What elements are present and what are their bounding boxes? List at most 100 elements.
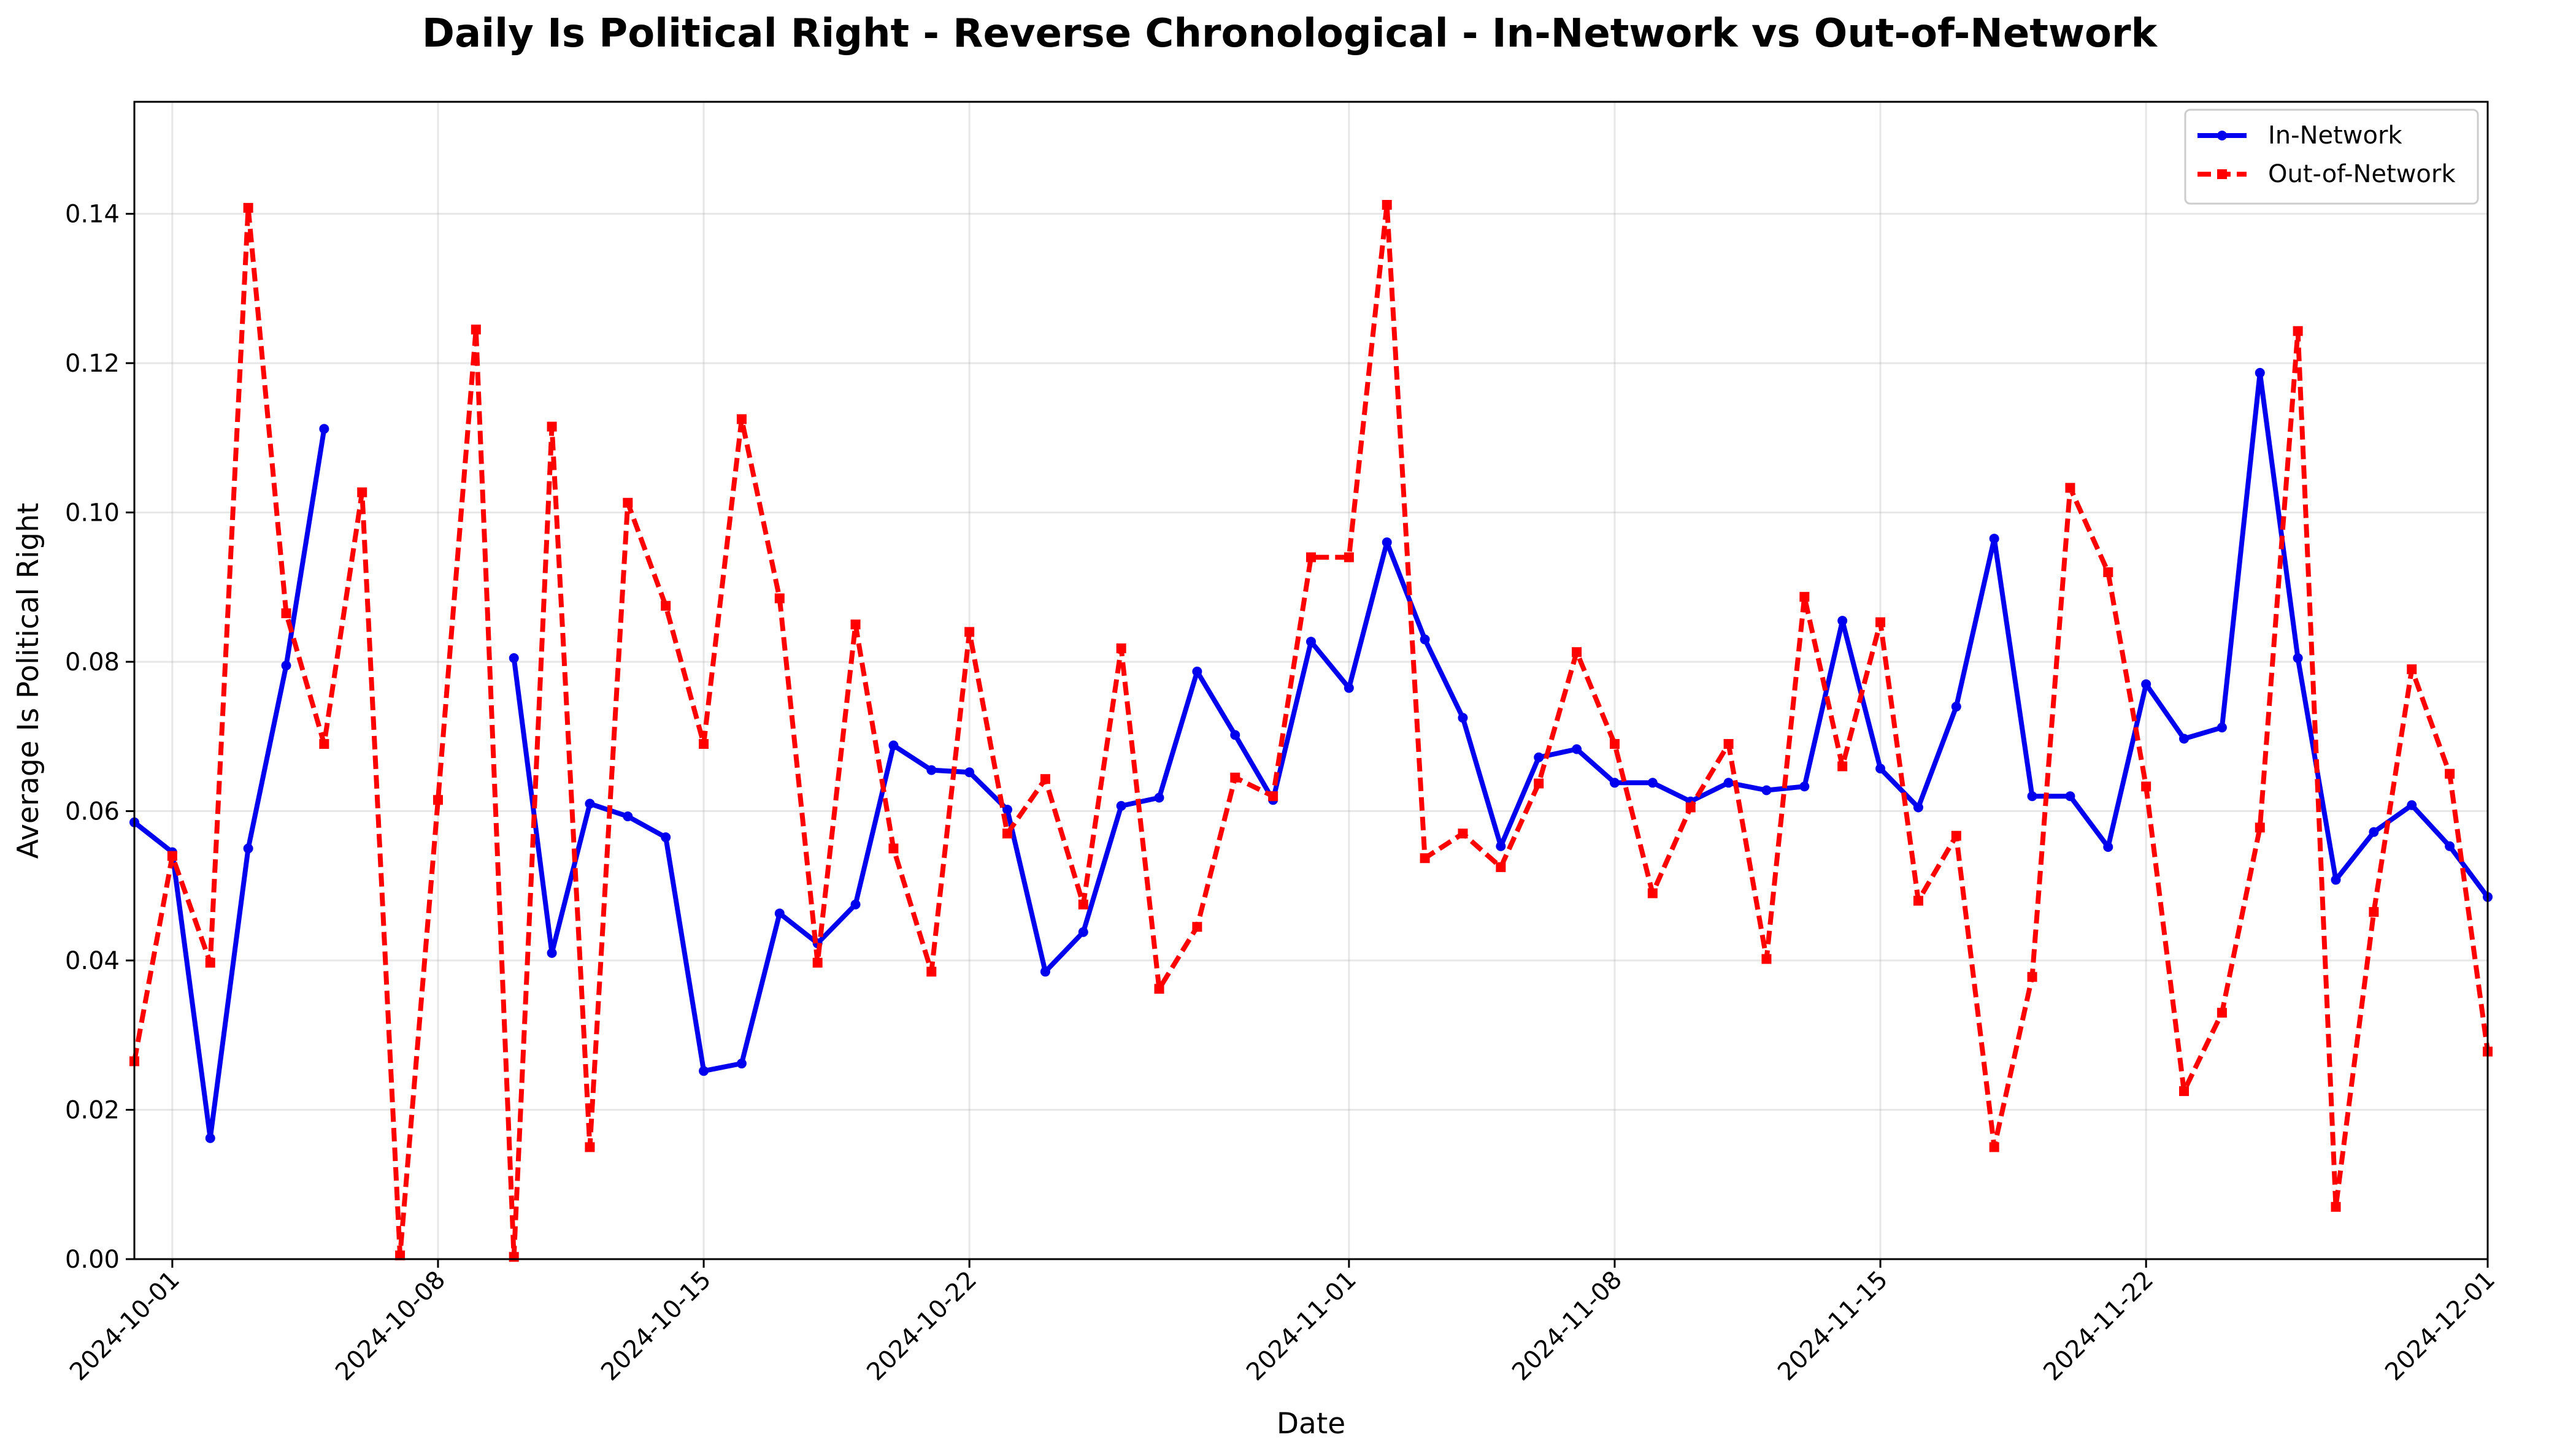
in-network-point <box>1875 764 1886 774</box>
in-network-point <box>736 1059 747 1069</box>
out-of-network-point <box>2179 1086 2190 1097</box>
in-network-point <box>623 811 633 822</box>
out-of-network-point <box>1382 200 1392 210</box>
out-of-network-point <box>1913 895 1923 906</box>
legend-label-in-network: In-Network <box>2268 121 2402 150</box>
in-network-point <box>1420 634 1430 645</box>
out-of-network-point <box>661 600 671 611</box>
y-tick-label: 0.08 <box>65 648 120 676</box>
in-network-point <box>1230 730 1240 740</box>
out-of-network-point <box>1002 829 1013 839</box>
out-of-network-point <box>1458 829 1468 839</box>
in-network-point <box>1761 785 1772 795</box>
in-network-point <box>1040 967 1050 977</box>
y-axis-label: Average Is Political Right <box>12 503 45 859</box>
in-network-point <box>2103 841 2113 852</box>
out-of-network-point <box>1685 802 1696 813</box>
in-network-point <box>850 899 861 910</box>
in-network-point <box>2217 722 2227 733</box>
x-axis-label: Date <box>1277 1407 1345 1441</box>
out-of-network-point <box>585 1142 595 1152</box>
in-network-point <box>1799 781 1810 792</box>
out-of-network-point <box>1989 1142 1999 1152</box>
in-network-point <box>547 948 557 958</box>
out-of-network-point <box>1799 592 1810 602</box>
out-of-network-point <box>2217 1008 2227 1018</box>
y-tick-label: 0.14 <box>65 201 120 229</box>
series-in-network <box>129 367 2493 1143</box>
out-of-network-point <box>1609 738 1620 749</box>
in-network-point <box>2293 653 2303 663</box>
in-network-point <box>1306 637 1316 647</box>
in-network-point <box>585 799 595 809</box>
in-network-point <box>888 740 899 751</box>
out-of-network-point <box>1647 888 1658 899</box>
out-of-network-point <box>1192 922 1202 932</box>
y-tick-label: 0.06 <box>65 798 120 826</box>
out-of-network-point <box>281 608 291 618</box>
in-network-point <box>1951 702 1961 712</box>
in-network-point <box>774 908 785 919</box>
out-of-network-point <box>623 497 633 508</box>
y-tick-label: 0.12 <box>65 350 120 378</box>
in-network-point <box>281 661 291 671</box>
legend-box <box>2184 109 2479 205</box>
out-of-network-point <box>1040 774 1050 784</box>
in-network-point <box>1382 537 1392 548</box>
out-of-network-point <box>2369 906 2379 917</box>
out-of-network-point <box>1572 647 1582 657</box>
out-of-network-point <box>243 202 253 213</box>
in-network-point <box>1913 802 1923 813</box>
out-of-network-point <box>850 619 861 630</box>
out-of-network-point <box>964 627 975 637</box>
out-of-network-point <box>2293 326 2303 336</box>
plot-series <box>129 200 2493 1262</box>
in-network-point <box>2141 679 2151 689</box>
out-of-network-point <box>1723 738 1734 749</box>
in-network-point <box>2255 367 2265 378</box>
out-of-network-point <box>774 593 785 603</box>
in-network-point <box>205 1133 215 1143</box>
out-of-network-point <box>1534 778 1544 789</box>
in-network-point <box>964 767 975 778</box>
out-of-network-point <box>2255 822 2265 833</box>
in-network-point <box>1647 778 1658 788</box>
out-of-network-point <box>1078 899 1088 910</box>
in-network-point <box>1572 744 1582 754</box>
in-network-point <box>1154 792 1164 803</box>
out-of-network-point <box>1306 552 1316 562</box>
out-of-network-point <box>547 421 557 432</box>
out-of-network-point <box>2407 664 2417 675</box>
out-of-network-point <box>926 967 937 977</box>
out-of-network-point <box>205 957 215 968</box>
y-tick-label: 0.10 <box>65 499 120 527</box>
in-network-point <box>1192 666 1202 676</box>
out-of-network-point <box>1875 617 1886 627</box>
in-network-point <box>2407 800 2417 810</box>
out-of-network-point <box>1496 862 1506 872</box>
legend: In-Network Out-of-Network <box>2184 109 2479 205</box>
in-network-point <box>2027 791 2037 802</box>
in-network-point <box>1458 713 1468 723</box>
out-of-network-point <box>357 487 367 497</box>
in-network-point <box>1344 683 1354 693</box>
legend-label-out-of-network: Out-of-Network <box>2268 160 2456 188</box>
in-network-point <box>1116 801 1126 811</box>
in-network-point <box>509 653 519 663</box>
legend-marker-out-of-network <box>2217 169 2227 179</box>
in-network-point <box>1002 805 1013 815</box>
out-of-network-point <box>1230 772 1240 783</box>
in-network-point <box>2445 841 2455 851</box>
y-axis: 0.00 0.02 0.04 0.06 0.08 0.10 0.12 0.14 <box>65 201 134 1274</box>
in-network-point <box>2179 734 2190 744</box>
out-of-network-point <box>319 738 329 749</box>
out-of-network-point <box>433 795 443 805</box>
out-of-network-point <box>2103 567 2113 577</box>
out-of-network-point <box>888 843 899 854</box>
in-network-point <box>1837 616 1848 626</box>
legend-marker-in-network <box>2217 131 2227 140</box>
y-tick-label: 0.04 <box>65 947 120 975</box>
y-tick-label: 0.00 <box>65 1246 120 1274</box>
